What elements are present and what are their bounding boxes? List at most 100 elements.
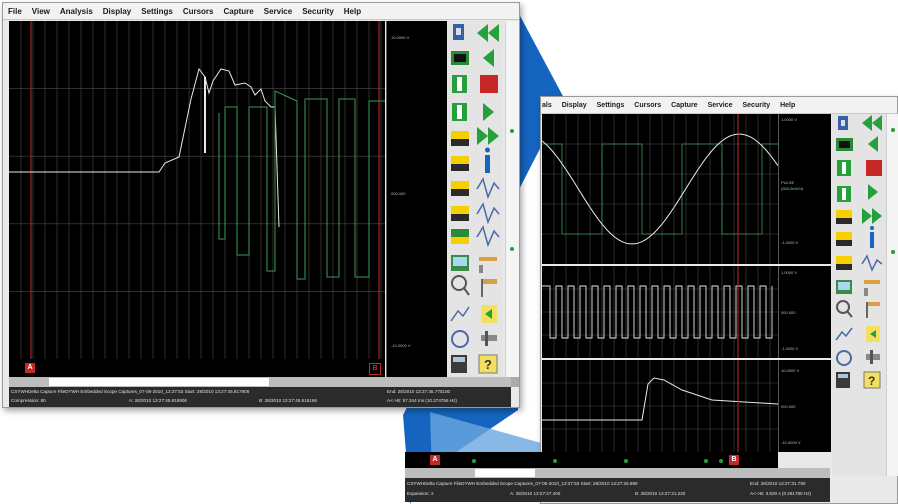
menu-cursors[interactable]: Cursors — [182, 6, 214, 16]
scroll-thumb[interactable] — [475, 469, 535, 477]
battery-icon[interactable] — [451, 51, 469, 65]
scroll-thumb[interactable] — [49, 378, 269, 386]
menu-display[interactable]: Display — [561, 101, 587, 109]
svg-text:?: ? — [484, 357, 492, 372]
menu-service[interactable]: Service — [707, 101, 733, 109]
main-scope-window: File View Analysis Display Settings Curs… — [2, 2, 520, 408]
rewind-icon[interactable] — [477, 24, 499, 42]
menu-display[interactable]: Display — [102, 6, 132, 16]
status-file: CSYWHDelta Capture FileDYWH Embedded Sco… — [407, 481, 638, 486]
stop-icon[interactable] — [480, 75, 498, 93]
image-icon[interactable] — [451, 255, 469, 271]
circle-icon[interactable] — [836, 350, 852, 366]
marker-dot — [553, 459, 557, 463]
scroll-arrow-right[interactable] — [511, 377, 519, 387]
menu-settings[interactable]: Settings — [596, 101, 625, 109]
waveform-icon — [861, 254, 883, 272]
ruler-icon[interactable] — [479, 257, 497, 273]
scope-panel-ramp[interactable] — [542, 360, 778, 452]
fast-forward-icon[interactable] — [477, 127, 499, 145]
scale-panel-1: 1.0000 V PULSE (500.0mV/d) -1.0000 V — [778, 114, 831, 264]
cursor-b-marker[interactable]: B — [729, 455, 739, 465]
menu-service[interactable]: Service — [263, 6, 293, 16]
channel-icon[interactable] — [836, 256, 852, 270]
help-icon[interactable]: ? — [863, 371, 881, 389]
step-back-icon[interactable] — [868, 136, 878, 152]
car-scope-icon[interactable] — [836, 210, 852, 224]
channel-icon[interactable] — [451, 181, 469, 196]
trigger-icon[interactable] — [837, 160, 851, 176]
horizontal-scrollbar[interactable] — [405, 468, 830, 478]
graph-icon[interactable] — [450, 306, 470, 322]
scale-bottom: -1.0000 V — [781, 346, 799, 351]
marker-dot — [719, 459, 723, 463]
play-icon[interactable] — [868, 184, 878, 200]
channel-icon[interactable] — [451, 206, 469, 221]
stop-icon[interactable] — [866, 160, 882, 176]
step-back-icon[interactable] — [483, 49, 494, 67]
trigger-down-icon[interactable] — [837, 186, 851, 202]
zoom-icon[interactable] — [451, 275, 470, 296]
cursor-a-marker[interactable]: A — [25, 363, 35, 373]
scope-panel-sine[interactable] — [542, 114, 778, 264]
svg-text:?: ? — [868, 374, 875, 388]
filter-icon[interactable] — [481, 331, 497, 346]
cursor-a-marker[interactable]: A — [430, 455, 440, 465]
scope-panel-pulse[interactable] — [542, 266, 778, 358]
status-cursor-b: B: 28/2010 13:27:31.220 — [635, 491, 686, 496]
image-icon[interactable] — [836, 280, 852, 294]
scale-panel-2: 1.0000 V 000.000 -1.0000 V — [778, 266, 831, 358]
menu-file[interactable]: File — [8, 6, 22, 16]
trace-sine — [542, 133, 778, 245]
trace-pulse — [542, 285, 773, 339]
graph-icon[interactable] — [835, 327, 853, 341]
menu-security[interactable]: Security — [302, 6, 334, 16]
menu-partial: als — [542, 101, 552, 109]
flag-icon[interactable] — [481, 279, 497, 297]
play-icon[interactable] — [483, 103, 494, 121]
filter-icon[interactable] — [866, 350, 880, 364]
scale-panel-3: 10.0000 V 000.000 -10.0000 V — [778, 360, 831, 452]
menu-security[interactable]: Security — [742, 101, 771, 109]
car-scope-icon[interactable] — [451, 229, 469, 244]
menu-cursors[interactable]: Cursors — [634, 101, 662, 109]
zoom-icon[interactable] — [836, 300, 853, 318]
trigger-down-icon[interactable] — [452, 103, 467, 121]
info-icon[interactable] — [870, 226, 874, 248]
trigger-icon[interactable] — [452, 75, 467, 93]
rewind-icon[interactable] — [862, 115, 882, 131]
calculator-icon[interactable] — [836, 372, 850, 388]
status-bar: CSYWHDelta Capture FileDYWH Embedded Sco… — [9, 387, 511, 407]
export-icon[interactable] — [481, 305, 497, 323]
menu-help[interactable]: Help — [780, 101, 796, 109]
calculator-icon[interactable] — [451, 355, 467, 373]
info-icon[interactable] — [485, 147, 490, 174]
fast-forward-icon[interactable] — [862, 208, 882, 224]
status-delta: A<->B: 97.344 ms (10.274756 Hz) — [387, 398, 457, 403]
menu-analysis[interactable]: Analysis — [59, 6, 93, 16]
marker-dot — [624, 459, 628, 463]
scale-top: 1.0000 V — [781, 270, 798, 275]
cursor-b-marker[interactable]: B — [369, 363, 381, 375]
export-icon[interactable] — [866, 326, 880, 342]
cursor-strip — [405, 452, 778, 468]
probe-icon[interactable] — [838, 116, 848, 130]
help-icon[interactable]: ? — [478, 354, 498, 374]
status-delta: A<->B: 3.820 s (0.261780 Hz) — [750, 491, 812, 496]
menu-capture[interactable]: Capture — [671, 101, 698, 109]
menu-help[interactable]: Help — [343, 6, 362, 16]
battery-icon[interactable] — [836, 138, 853, 151]
menu-view[interactable]: View — [31, 6, 50, 16]
trace-square — [542, 143, 778, 235]
horizontal-scrollbar[interactable] — [9, 377, 511, 387]
status-compression: Compression: 80 — [11, 398, 46, 403]
ruler-icon[interactable] — [864, 280, 880, 296]
flag-icon[interactable] — [866, 302, 880, 318]
probe-icon[interactable] — [453, 24, 464, 40]
main-toolbar: ? — [447, 21, 503, 377]
menu-settings[interactable]: Settings — [141, 6, 173, 16]
car-scope-icon[interactable] — [451, 131, 469, 146]
circle-icon[interactable] — [451, 330, 469, 348]
menu-capture[interactable]: Capture — [223, 6, 254, 16]
scope-panel-main[interactable] — [9, 21, 385, 359]
